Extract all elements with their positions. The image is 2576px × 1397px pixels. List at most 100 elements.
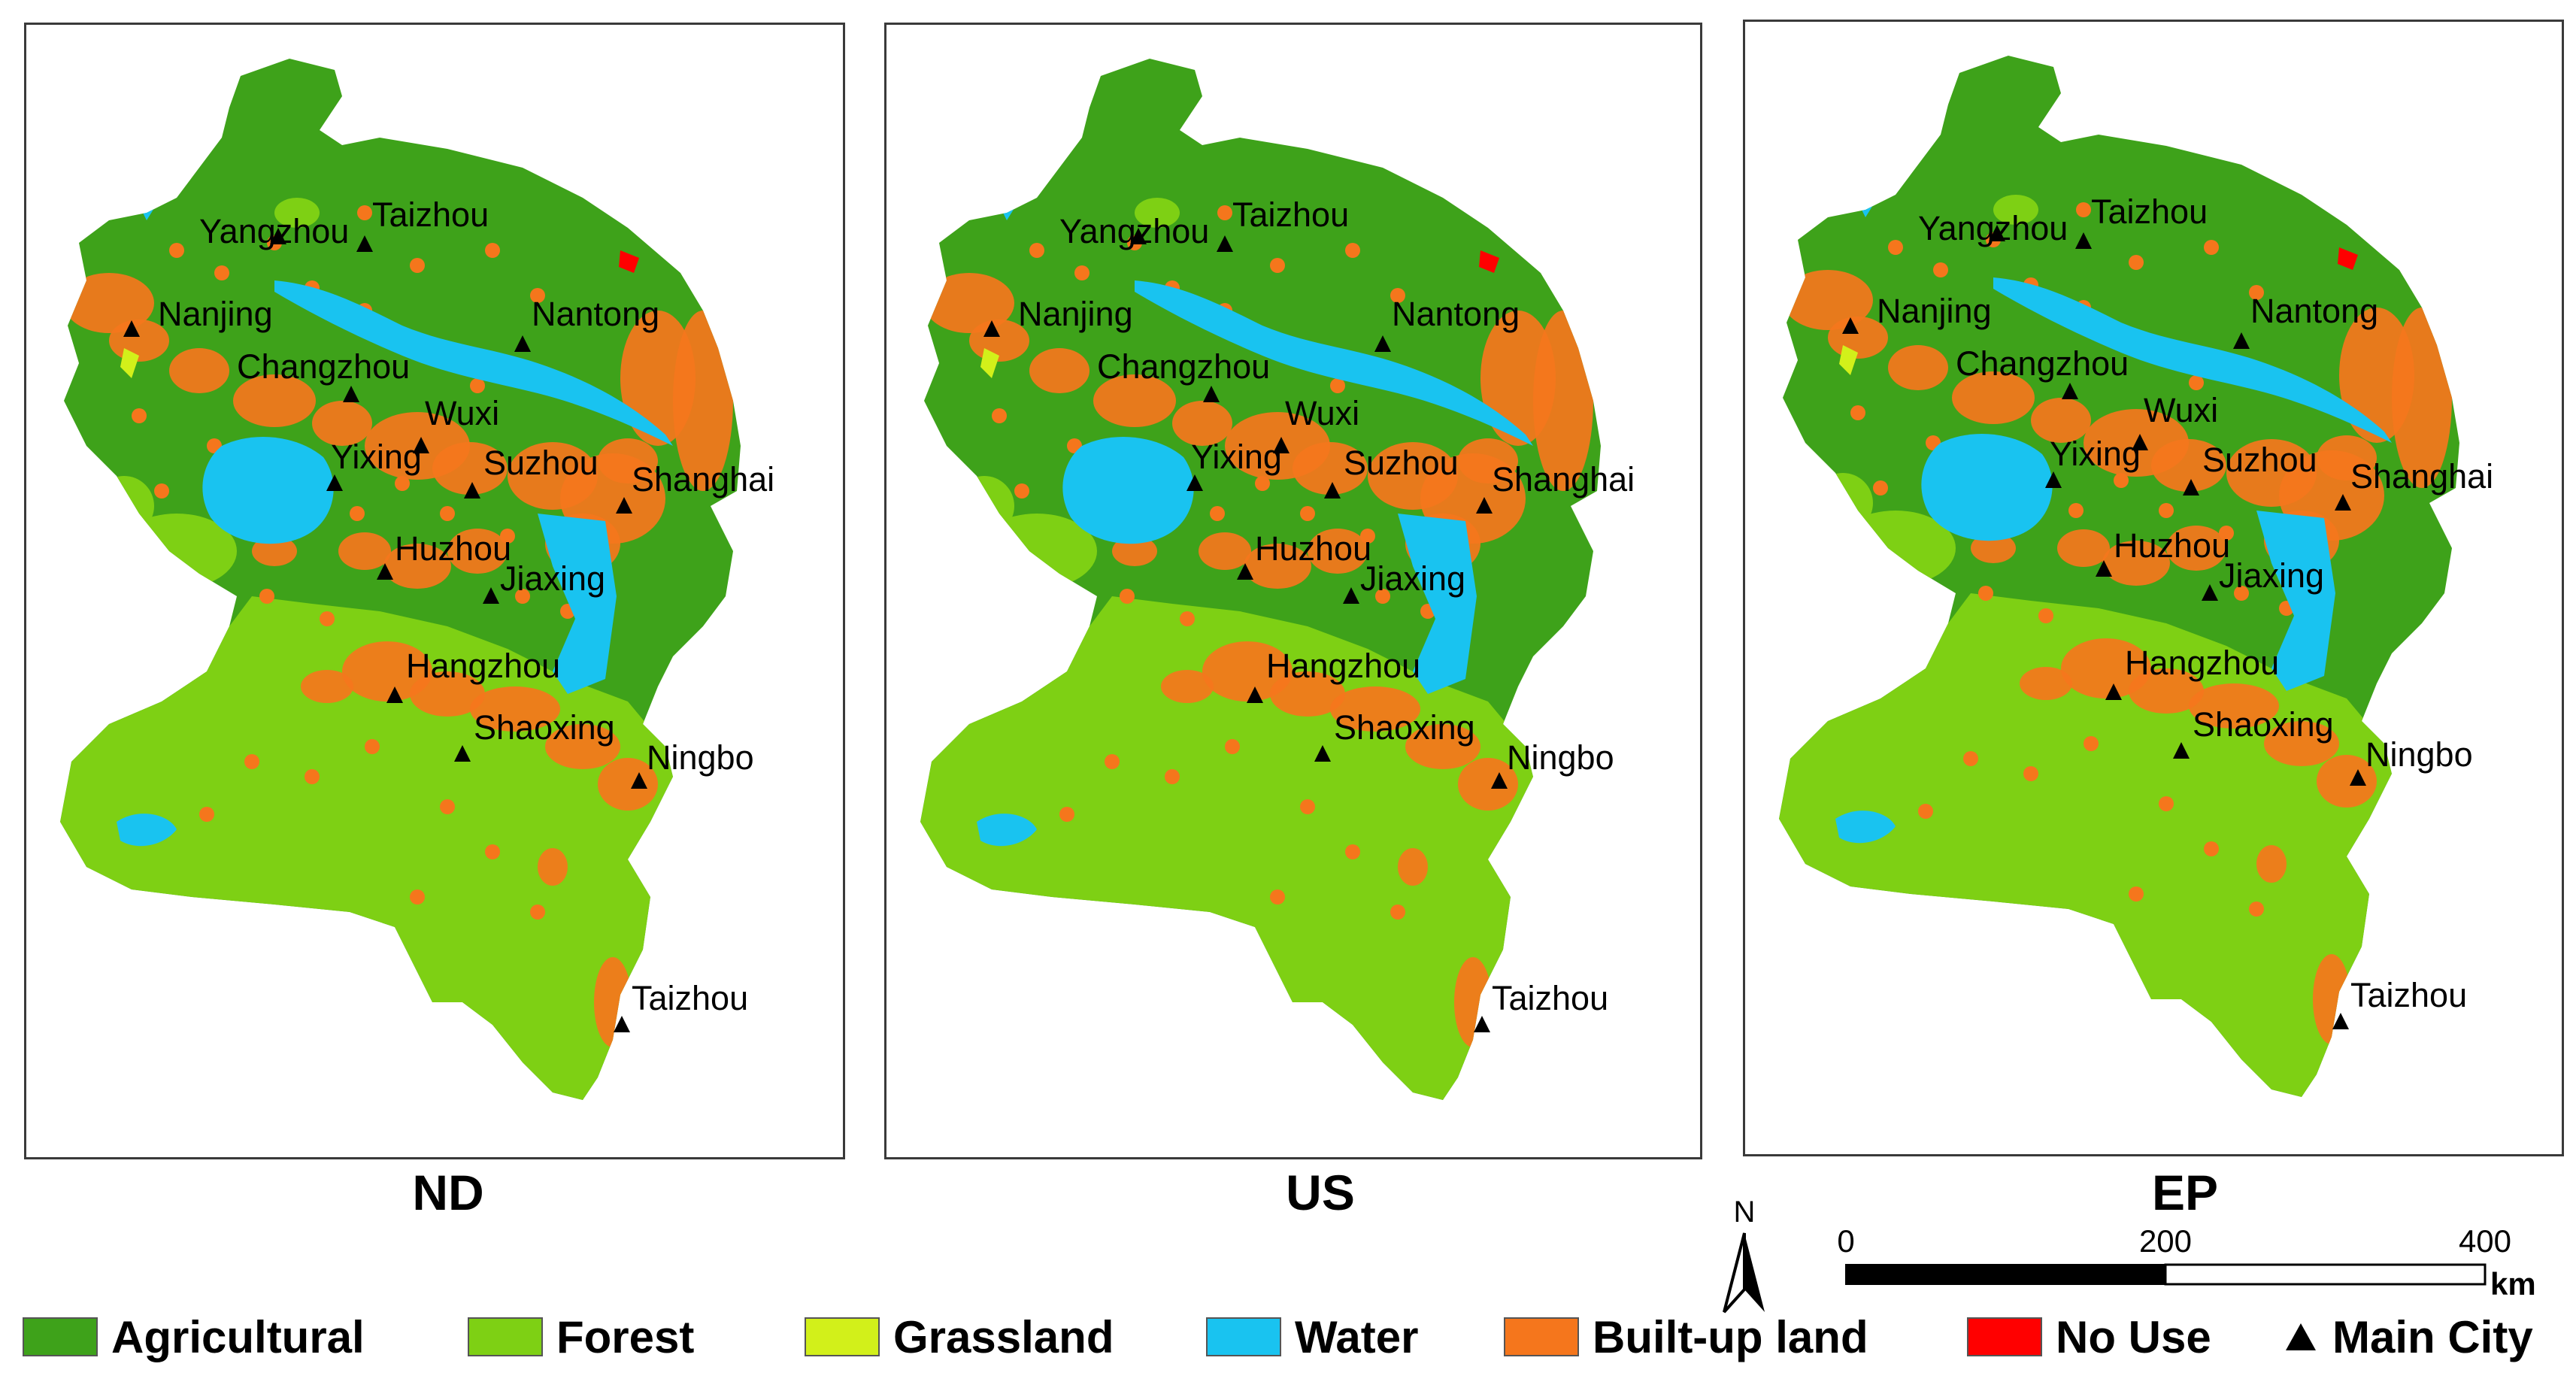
built-up-dot (1360, 529, 1375, 544)
city-label-yangzhou: Yangzhou (199, 212, 349, 250)
main-city-marker (1217, 235, 1233, 252)
main-city-marker (2132, 434, 2148, 450)
water-body (1921, 434, 2053, 541)
city-label-nantong: Nantong (532, 295, 659, 333)
water-body (202, 437, 334, 544)
built-up-dot (515, 589, 530, 604)
main-city-marker (1374, 335, 1391, 352)
built-up-dot (1978, 586, 1993, 601)
city-label-changzhou: Changzhou (1956, 344, 2129, 383)
water-swatch (1206, 1317, 1281, 1356)
water-body (1135, 280, 1533, 446)
built-up-patch (924, 273, 1014, 333)
city-label-hangzhou: Hangzhou (2125, 644, 2279, 682)
built-up-dot (410, 258, 425, 273)
built-up-patch (338, 532, 391, 570)
built-up-patch (598, 438, 658, 483)
built-up-dot (1180, 611, 1195, 626)
city-label-shanghai: Shanghai (2350, 457, 2493, 495)
main-city-marker (1343, 587, 1359, 604)
built-up-dot (244, 754, 259, 769)
main-city-marker (2350, 769, 2366, 786)
built-up-patch (1161, 670, 1214, 703)
main-city-marker (1237, 563, 1253, 580)
built-up-dot (2234, 586, 2249, 601)
water-body (654, 1025, 673, 1062)
scale-tick-400: 400 (2459, 1223, 2511, 1259)
built-up-patch (1533, 311, 1593, 491)
built-up-dot (305, 769, 320, 784)
city-label-suzhou: Suzhou (1344, 444, 1459, 482)
water-body (977, 814, 1037, 847)
built-up-patch (1172, 401, 1232, 446)
built-up-dot (2023, 766, 2038, 781)
built-up-dot (1390, 288, 1405, 303)
built-up-patch (2166, 526, 2226, 571)
map-land-use (920, 59, 1601, 1100)
city-label-shanghai: Shanghai (1492, 460, 1635, 498)
main-city-marker (1314, 745, 1331, 762)
water-body (1835, 811, 1896, 844)
water-body (2373, 1022, 2392, 1059)
built-up-patch (1093, 374, 1176, 427)
built-up-dot (2159, 503, 2174, 518)
city-label-huzhou: Huzhou (1255, 529, 1371, 568)
built-up-dot (530, 905, 545, 920)
built-up-patch (1330, 686, 1420, 732)
water-body (538, 514, 617, 694)
built-up-patch (2189, 683, 2279, 729)
city-label-changzhou: Changzhou (1097, 347, 1270, 386)
built-up-dot (1270, 258, 1285, 273)
main-city-marker (356, 235, 373, 252)
map-land-use (60, 59, 741, 1100)
built-up-patch (538, 848, 568, 886)
main-city-marker (2202, 584, 2218, 601)
built-up-dot (1873, 480, 1888, 495)
built-up-patch (252, 536, 297, 566)
city-label-jiaxing: Jiaxing (500, 559, 605, 598)
built-up-dot (1850, 405, 1865, 420)
city-label-huzhou: Huzhou (2114, 526, 2230, 565)
built-up-dot (2129, 255, 2144, 270)
built-up-dot (214, 265, 229, 280)
built-up-dot (1888, 240, 1903, 255)
built-up-patch (545, 724, 620, 769)
forest-patch (1813, 473, 1873, 533)
water-body (79, 453, 98, 487)
main-city-marker (2062, 383, 2078, 399)
built-up-dot (2076, 202, 2091, 217)
city-label-hangzhou: Hangzhou (406, 647, 560, 685)
main-city-marker (2045, 471, 2062, 488)
city-label-ningbo: Ningbo (2365, 735, 2473, 774)
built-up-dot (2189, 375, 2204, 390)
water-body (2256, 511, 2335, 691)
built-up-dot (1210, 506, 1225, 521)
built-up-patch (2313, 954, 2350, 1044)
main-city-marker (1989, 225, 2005, 241)
built-up-patch (432, 442, 508, 495)
city-label-yixing: Yixing (1191, 438, 1282, 476)
water-body (1514, 1025, 1533, 1062)
legend-item-no-use: No Use (1967, 1307, 2211, 1367)
built-up-dot (395, 476, 410, 491)
built-up-dot (1105, 754, 1120, 769)
built-up-patch (2317, 435, 2377, 480)
built-up-patch (410, 671, 485, 717)
built-up-dot (1933, 262, 1948, 277)
scale-unit: km (2490, 1266, 2536, 1302)
main-city-marker (2096, 560, 2112, 577)
built-up-patch (1308, 529, 1368, 574)
built-up-patch (1458, 758, 1518, 811)
no-use-swatch (1967, 1317, 2042, 1356)
legend-label-water: Water (1295, 1311, 1419, 1362)
city-label-shaoxing: Shaoxing (2193, 705, 2334, 744)
built-up-patch (2392, 308, 2452, 488)
built-up-dot (485, 243, 500, 258)
built-up-dot (1330, 378, 1345, 393)
built-up-dot (1918, 804, 1933, 819)
panel-caption-us: US (1286, 1165, 1355, 1220)
legend-item-water: Water (1206, 1307, 1418, 1367)
built-up-dot (1345, 844, 1360, 859)
built-up-dot (530, 288, 545, 303)
city-label-taizhou: Taizhou (2350, 976, 2467, 1014)
